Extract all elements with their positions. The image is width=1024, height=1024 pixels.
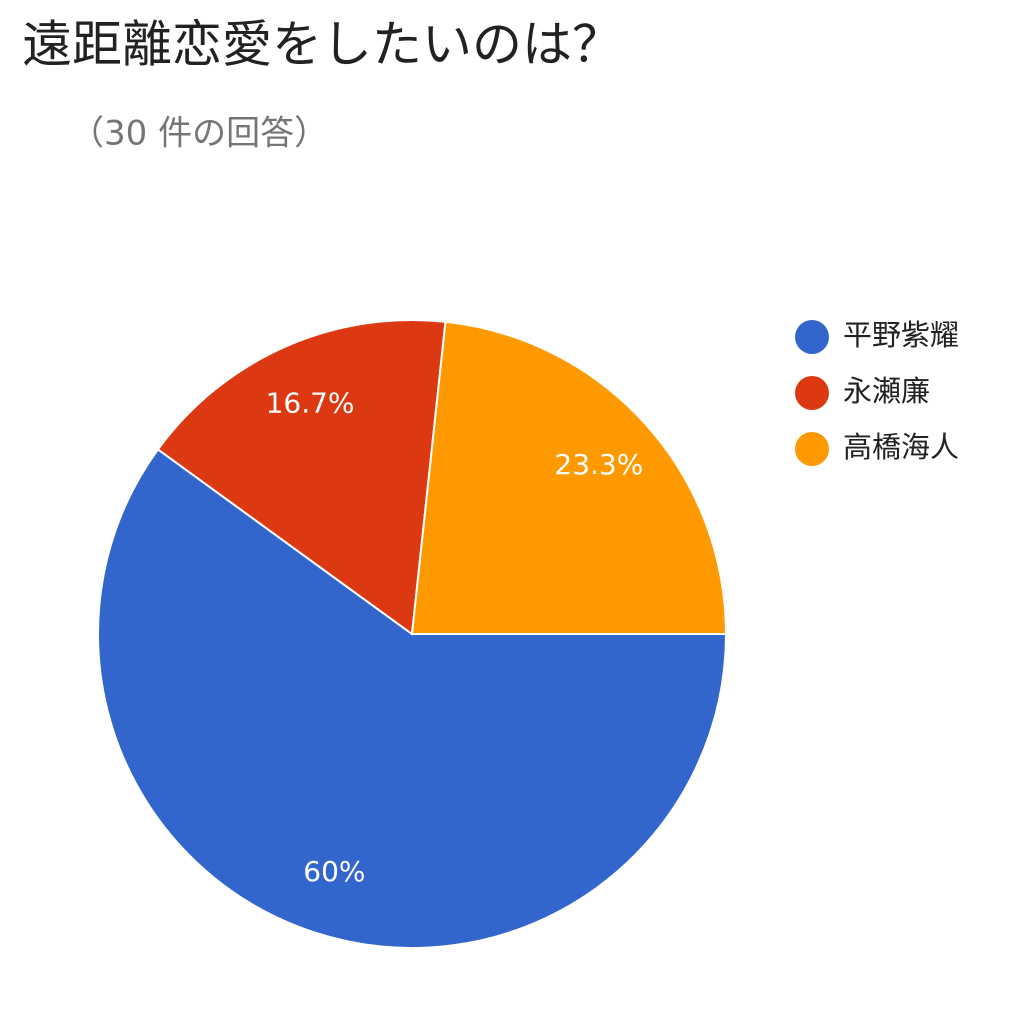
legend-label: 永瀬廉	[843, 374, 930, 408]
data-label: 16.7%	[266, 386, 355, 419]
chart-subtitle: （30 件の回答）	[70, 114, 328, 154]
data-label: 60%	[303, 855, 365, 888]
data-label: 23.3%	[554, 448, 643, 481]
pie-slice	[410, 320, 728, 635]
legend-marker	[795, 376, 829, 410]
pie-slice	[97, 448, 728, 949]
chart-title: 遠距離恋愛をしたいのは？	[22, 16, 622, 74]
legend-marker	[795, 432, 829, 466]
legend-label: 平野紫耀	[843, 318, 959, 352]
pie-slice	[156, 319, 447, 636]
legend-label: 高橋海人	[843, 430, 959, 464]
legend-marker	[795, 320, 829, 354]
